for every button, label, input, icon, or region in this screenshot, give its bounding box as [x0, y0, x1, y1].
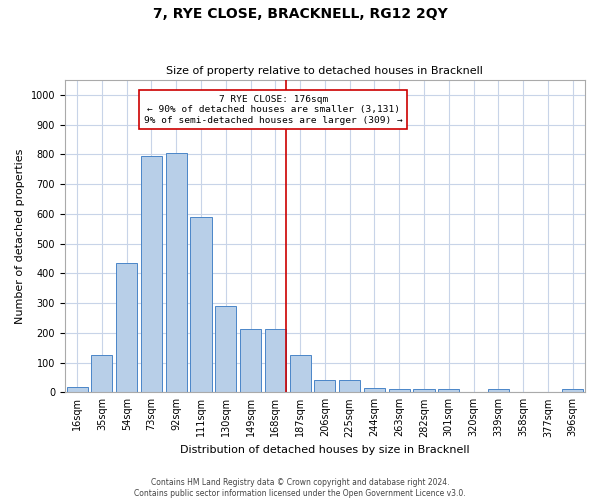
Bar	[265, 330, 286, 392]
Bar	[166, 153, 187, 392]
Text: 7, RYE CLOSE, BRACKNELL, RG12 2QY: 7, RYE CLOSE, BRACKNELL, RG12 2QY	[152, 8, 448, 22]
Bar	[141, 156, 162, 392]
Bar	[339, 380, 360, 392]
Bar	[562, 390, 583, 392]
Bar	[116, 263, 137, 392]
Bar	[488, 390, 509, 392]
Bar	[413, 390, 434, 392]
Text: 7 RYE CLOSE: 176sqm
← 90% of detached houses are smaller (3,131)
9% of semi-deta: 7 RYE CLOSE: 176sqm ← 90% of detached ho…	[144, 95, 403, 124]
Bar	[314, 380, 335, 392]
Bar	[389, 390, 410, 392]
Bar	[215, 306, 236, 392]
Bar	[190, 217, 212, 392]
Bar	[67, 387, 88, 392]
Y-axis label: Number of detached properties: Number of detached properties	[15, 148, 25, 324]
Title: Size of property relative to detached houses in Bracknell: Size of property relative to detached ho…	[166, 66, 484, 76]
Bar	[438, 390, 459, 392]
X-axis label: Distribution of detached houses by size in Bracknell: Distribution of detached houses by size …	[180, 445, 470, 455]
Bar	[91, 355, 112, 393]
Bar	[290, 355, 311, 393]
Bar	[240, 330, 261, 392]
Text: Contains HM Land Registry data © Crown copyright and database right 2024.
Contai: Contains HM Land Registry data © Crown c…	[134, 478, 466, 498]
Bar	[364, 388, 385, 392]
